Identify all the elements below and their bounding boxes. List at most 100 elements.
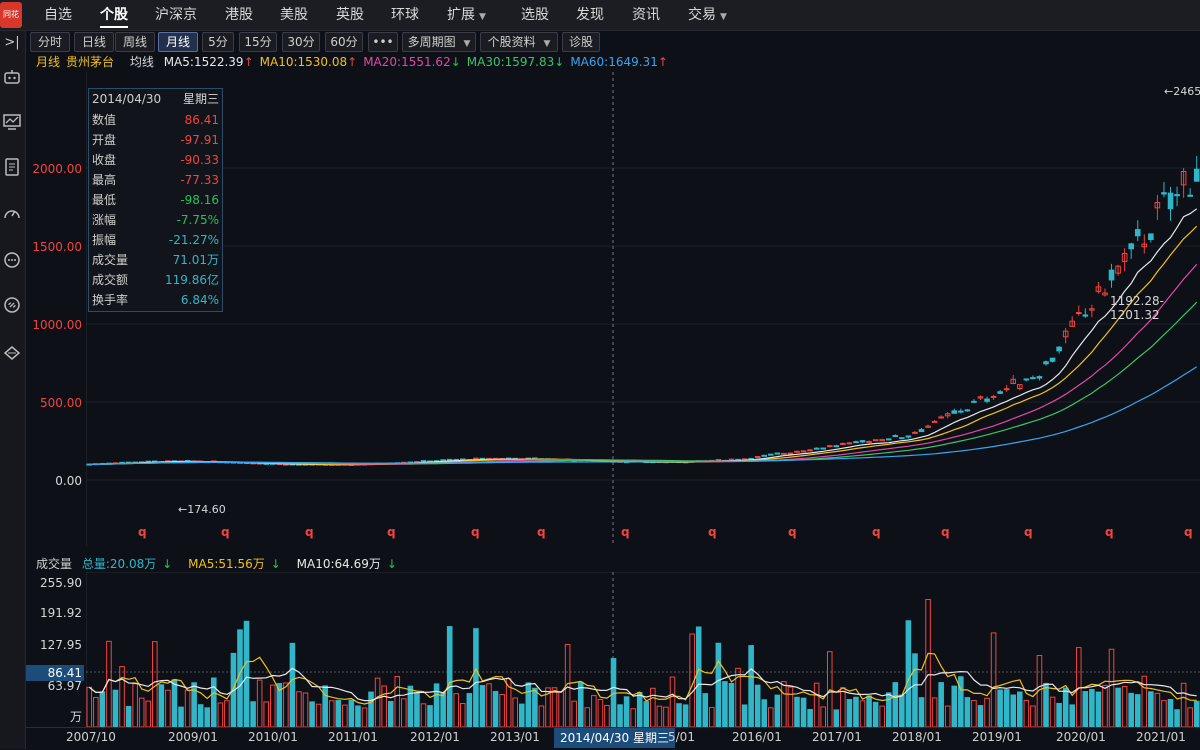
more-button[interactable]: ••• — [368, 32, 398, 52]
nav-watchlist[interactable]: 自选 — [44, 7, 72, 23]
event-marker[interactable]: q — [221, 525, 230, 539]
ma-item-2: MA20:1551.62↓ — [363, 55, 461, 69]
volume-tick-63: 63.97 — [47, 679, 82, 693]
chevron-down-icon: ▼ — [720, 12, 727, 22]
price-tick-1500: 1500.00 — [32, 240, 82, 254]
info-value: -21.27% — [168, 233, 219, 247]
nav-us[interactable]: 美股 — [280, 7, 308, 23]
info-row: 涨幅 -7.75% — [89, 210, 222, 230]
nav-screener[interactable]: 选股 — [521, 7, 549, 23]
info-value: -77.33 — [180, 173, 219, 187]
robot-icon[interactable] — [2, 67, 22, 87]
ma-item-text: MA5:1522.39 — [163, 55, 244, 69]
event-marker[interactable]: q — [872, 525, 881, 539]
x-label-2009: 2009/01 — [168, 730, 218, 744]
period-daily-button[interactable]: 日线 — [74, 32, 114, 52]
chevron-down-icon: ▼ — [463, 39, 471, 49]
info-key: 涨幅 — [92, 213, 117, 227]
period-toolbar: 分时 日线 周线 月线 5分 15分 30分 60分 ••• 多周期图 ▼ 个股… — [26, 31, 1200, 53]
arrow-down-icon: ↓ — [450, 55, 461, 69]
event-marker[interactable]: q — [537, 525, 546, 539]
gauge-icon[interactable] — [2, 204, 22, 224]
price-tick-0: 0.00 — [55, 474, 82, 488]
nav-global[interactable]: 环球 — [391, 7, 419, 23]
nav-news[interactable]: 资讯 — [632, 7, 660, 23]
event-marker[interactable]: q — [621, 525, 630, 539]
chevron-down-icon: ▼ — [543, 39, 551, 49]
period-intraday-button[interactable]: 分时 — [30, 32, 70, 52]
volume-chart[interactable] — [86, 572, 1200, 727]
nav-discover[interactable]: 发现 — [576, 7, 604, 23]
period-5min-button[interactable]: 5分 — [202, 32, 234, 52]
event-marker[interactable]: q — [305, 525, 314, 539]
nav-hs[interactable]: 沪深京 — [155, 7, 197, 23]
nav-trade[interactable]: 交易 ▼ — [688, 0, 727, 30]
event-marker[interactable]: q — [708, 525, 717, 539]
ma-items: MA5:1522.39↑ MA10:1530.08↑ MA20:1551.62↓ MA… — [164, 55, 674, 69]
info-value: -98.16 — [180, 193, 219, 207]
ma-item-text: MA30:1597.83 — [466, 55, 555, 69]
nav-extend[interactable]: 扩展 ▼ — [447, 0, 486, 30]
ma-item-text: MA20:1551.62 — [363, 55, 451, 69]
ma-legend: 月线 贵州茅台 均线 MA5:1522.39↑ MA10:1530.08↑ MA20:… — [26, 53, 1200, 71]
link-icon[interactable] — [2, 295, 22, 315]
info-date: 2014/04/30 — [92, 92, 162, 106]
price-tick-500: 500.00 — [40, 396, 82, 410]
time-axis: 2007/10 2009/01 2010/01 2011/01 2012/01 … — [26, 727, 1200, 750]
period-weekly-button[interactable]: 周线 — [115, 32, 155, 52]
arrow-up-icon: ↑ — [243, 55, 254, 69]
high-price-annotation: ←2465 — [1164, 85, 1200, 98]
period-monthly-button[interactable]: 月线 — [158, 32, 198, 52]
price-chart[interactable] — [86, 72, 1200, 546]
info-value: 6.84% — [180, 293, 219, 307]
event-marker[interactable]: q — [1184, 525, 1193, 539]
volume-tick-127: 127.95 — [40, 638, 82, 652]
info-value: -97.91 — [180, 133, 219, 147]
multi-period-button[interactable]: 多周期图 ▼ — [402, 32, 476, 52]
volume-ma5-text: MA5:51.56万 — [188, 557, 265, 571]
period-60min-button[interactable]: 60分 — [325, 32, 363, 52]
x-label-2017: 2017/01 — [812, 730, 862, 744]
event-marker[interactable]: q — [788, 525, 797, 539]
stock-profile-button[interactable]: 个股资料 ▼ — [480, 32, 558, 52]
period-30min-button[interactable]: 30分 — [282, 32, 320, 52]
period-label: 月线 — [36, 55, 61, 69]
info-row: 最低 -98.16 — [89, 190, 222, 210]
info-value: 119.86亿 — [165, 273, 219, 287]
arrow-down-icon: ↓ — [162, 557, 173, 571]
chat-icon[interactable] — [2, 250, 22, 270]
diamond-icon[interactable] — [2, 343, 22, 363]
event-marker[interactable]: q — [1105, 525, 1114, 539]
event-marker[interactable]: q — [471, 525, 480, 539]
info-value: -7.75% — [176, 213, 219, 227]
info-row: 成交量 71.01万 — [89, 250, 222, 270]
monitor-chart-icon[interactable] — [2, 112, 22, 132]
ma-item-text: MA60:1649.31 — [570, 55, 658, 69]
app-logo[interactable]: 同花顺 — [0, 2, 22, 45]
x-label-2007: 2007/10 — [66, 730, 116, 744]
left-sidebar: >| — [0, 31, 26, 749]
volume-ma10-text: MA10:64.69万 — [296, 557, 381, 571]
event-marker[interactable]: q — [387, 525, 396, 539]
collapse-icon[interactable]: >| — [4, 35, 20, 50]
arrow-down-icon: ↓ — [554, 55, 565, 69]
nav-uk[interactable]: 英股 — [336, 7, 364, 23]
volume-unit: 万 — [69, 710, 82, 724]
event-marker[interactable]: q — [138, 525, 147, 539]
period-15min-button[interactable]: 15分 — [239, 32, 277, 52]
x-label-2021: 2021/01 — [1136, 730, 1186, 744]
x-label-partial: 5/01 — [668, 730, 695, 744]
nav-stock[interactable]: 个股 — [100, 0, 128, 30]
event-marker[interactable]: q — [1024, 525, 1033, 539]
info-row: 最高 -77.33 — [89, 170, 222, 190]
ma-item-4: MA60:1649.31↑ — [570, 55, 668, 69]
info-row: 成交额 119.86亿 — [89, 270, 222, 290]
volume-tick-191: 191.92 — [40, 606, 82, 620]
document-icon[interactable] — [2, 157, 22, 177]
info-key: 收盘 — [92, 153, 117, 167]
diagnose-button[interactable]: 诊股 — [562, 32, 600, 52]
event-marker[interactable]: q — [941, 525, 950, 539]
arrow-down-icon: ↓ — [386, 557, 397, 571]
volume-cursor-value: 86.41 — [26, 665, 84, 681]
nav-hk[interactable]: 港股 — [225, 7, 253, 23]
